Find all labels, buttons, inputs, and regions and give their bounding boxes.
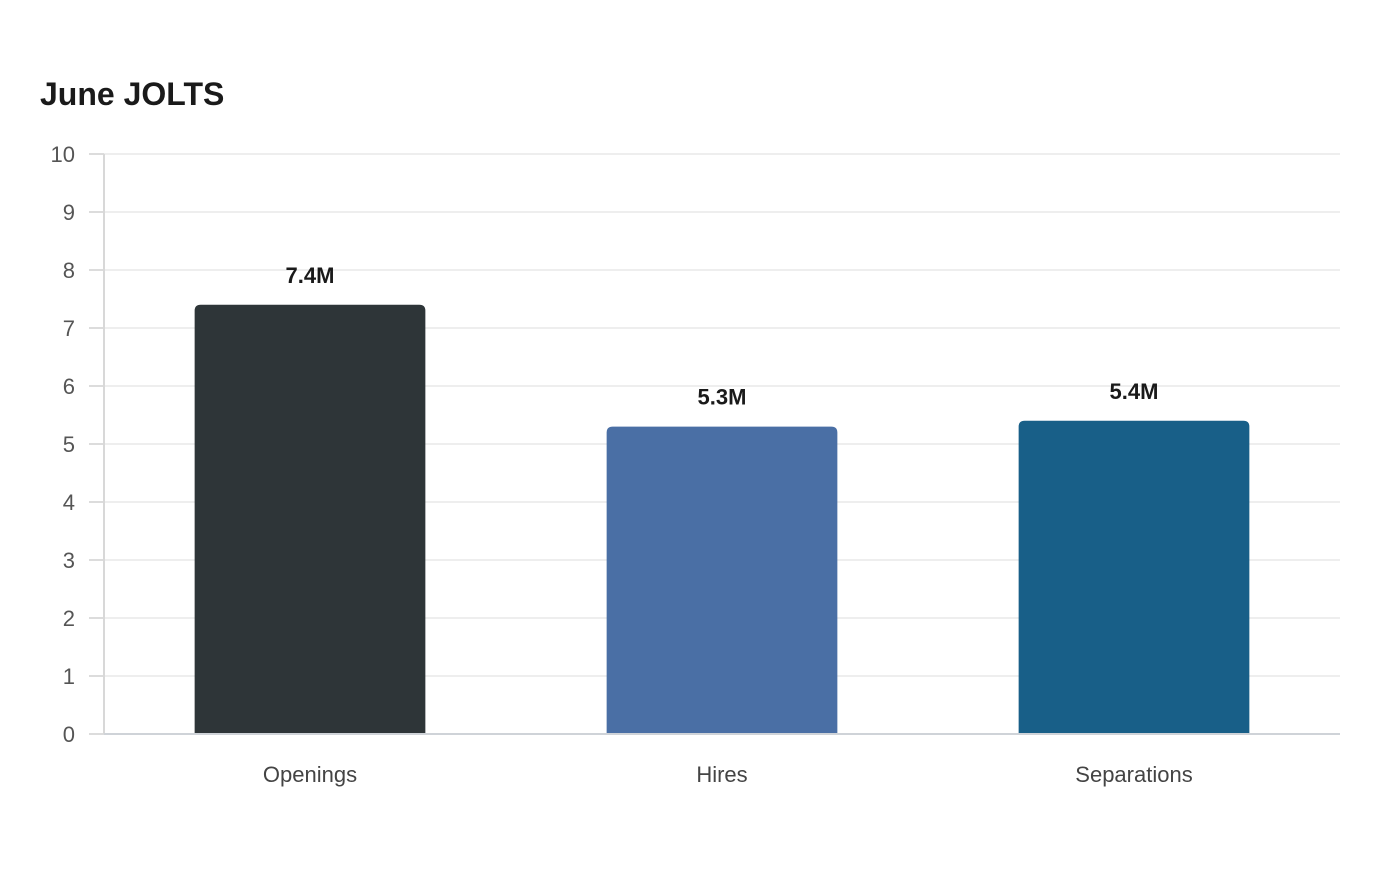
chart-title: June JOLTS [40,76,225,112]
data-label: 5.3M [698,385,747,410]
y-tick-label: 7 [63,316,75,341]
y-tick-label: 6 [63,374,75,399]
y-tick-label: 10 [51,142,75,167]
bar-hires [606,426,838,734]
y-tick-label: 5 [63,432,75,457]
y-tick-label: 9 [63,200,75,225]
x-tick-label: Openings [263,762,357,787]
bar-separations [1018,420,1250,734]
data-labels: 7.4M 5.3M 5.4M [286,263,1159,410]
y-tick-label: 8 [63,258,75,283]
x-axis-labels: Openings Hires Separations [263,762,1193,787]
y-tick-label: 2 [63,606,75,631]
y-tick-label: 1 [63,664,75,689]
y-axis-ticks: 0 1 2 3 4 5 6 7 8 9 10 [51,142,104,747]
data-label: 7.4M [286,263,335,288]
y-tick-label: 3 [63,548,75,573]
y-tick-label: 4 [63,490,75,515]
x-tick-label: Separations [1075,762,1192,787]
y-tick-label: 0 [63,722,75,747]
data-label: 5.4M [1110,379,1159,404]
bar-openings [194,304,426,734]
x-tick-label: Hires [696,762,747,787]
bars [194,304,1250,734]
